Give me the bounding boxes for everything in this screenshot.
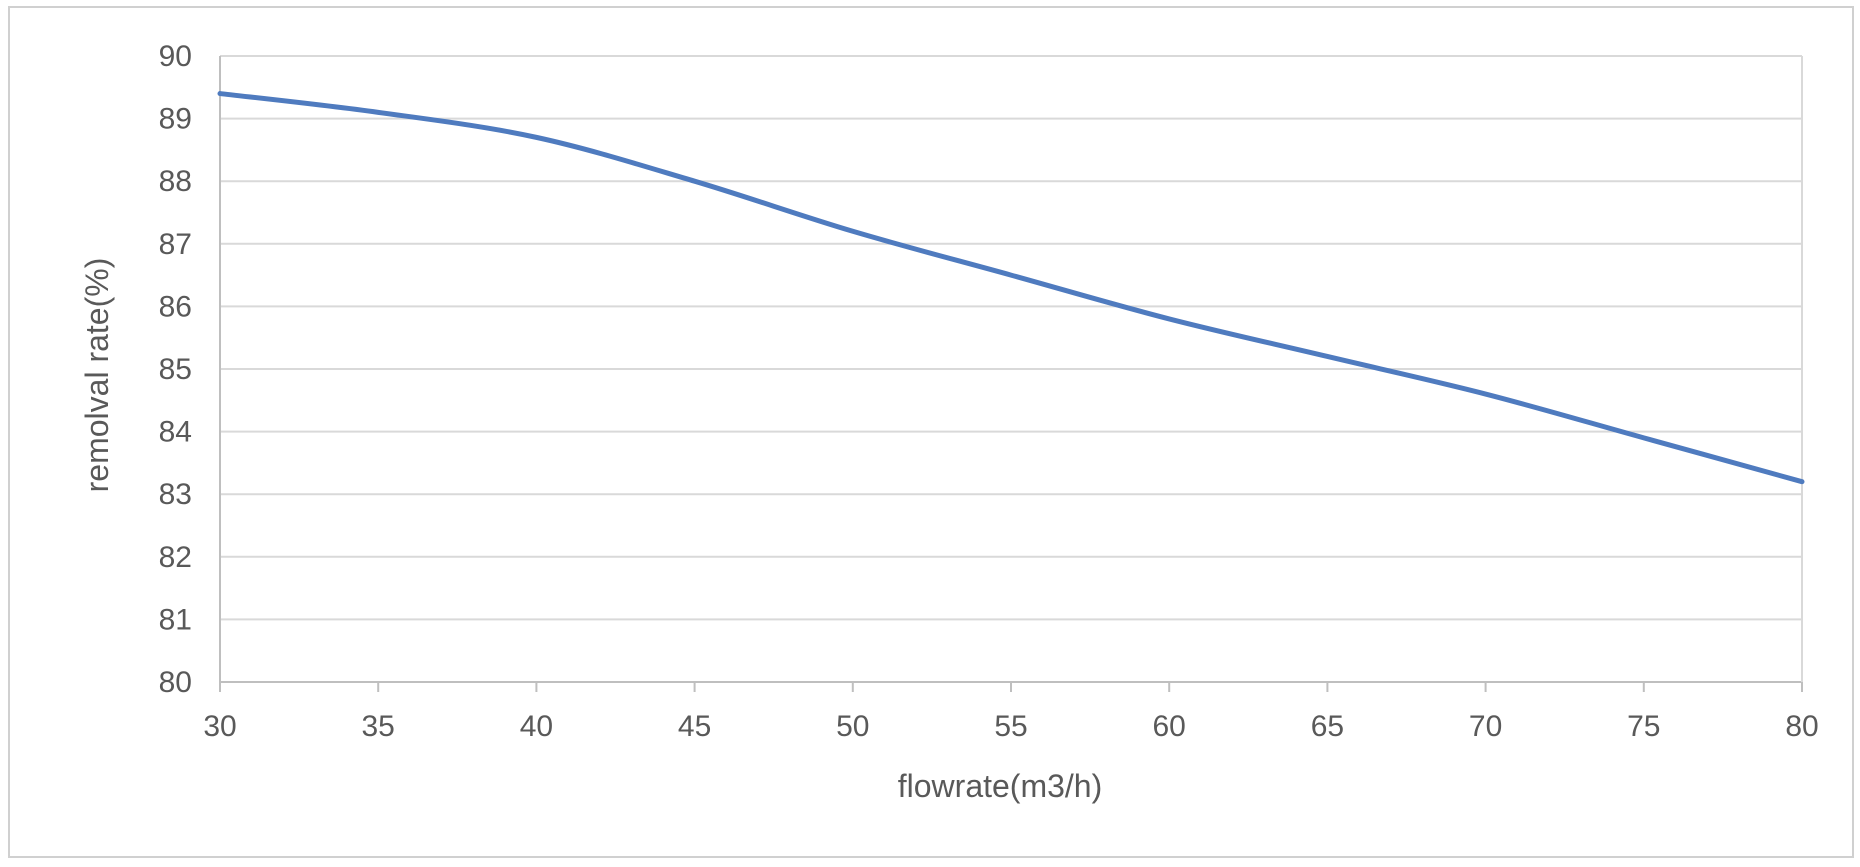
y-tick-label: 81 xyxy=(159,603,192,636)
x-tick-label: 30 xyxy=(203,710,236,743)
series-line-0 xyxy=(217,91,1805,485)
y-axis-title: remolval rate(%) xyxy=(79,258,115,493)
gridlines xyxy=(220,55,1802,621)
y-tick-label: 90 xyxy=(159,40,192,73)
y-tick-label: 87 xyxy=(159,228,192,261)
x-tick-label: 50 xyxy=(836,710,869,743)
x-tick-label: 70 xyxy=(1469,710,1502,743)
y-tick-label: 86 xyxy=(159,290,192,323)
x-tick-label: 65 xyxy=(1311,710,1344,743)
x-tick-label: 75 xyxy=(1627,710,1660,743)
y-tick-label: 89 xyxy=(159,103,192,136)
series-layer xyxy=(217,91,1805,485)
x-tick-label: 35 xyxy=(362,710,395,743)
x-tick-label: 55 xyxy=(994,710,1027,743)
y-tick-label: 88 xyxy=(159,165,192,198)
x-tick-label: 45 xyxy=(678,710,711,743)
y-tick-label: 84 xyxy=(159,416,192,449)
x-axis-title: flowrate(m3/h) xyxy=(898,768,1103,804)
y-tick-label: 85 xyxy=(159,353,192,386)
y-tick-labels: 80 81 82 83 84 85 86 87 88 89 90 xyxy=(159,40,192,699)
y-tick-label: 80 xyxy=(159,666,192,699)
x-tick-label: 40 xyxy=(520,710,553,743)
x-tick-label: 80 xyxy=(1785,710,1818,743)
x-tick-labels: 30 35 40 45 50 55 60 65 70 75 80 xyxy=(203,710,1818,743)
y-tick-label: 83 xyxy=(159,478,192,511)
x-tick-label: 60 xyxy=(1153,710,1186,743)
y-tick-label: 82 xyxy=(159,541,192,574)
axes xyxy=(219,56,1803,692)
